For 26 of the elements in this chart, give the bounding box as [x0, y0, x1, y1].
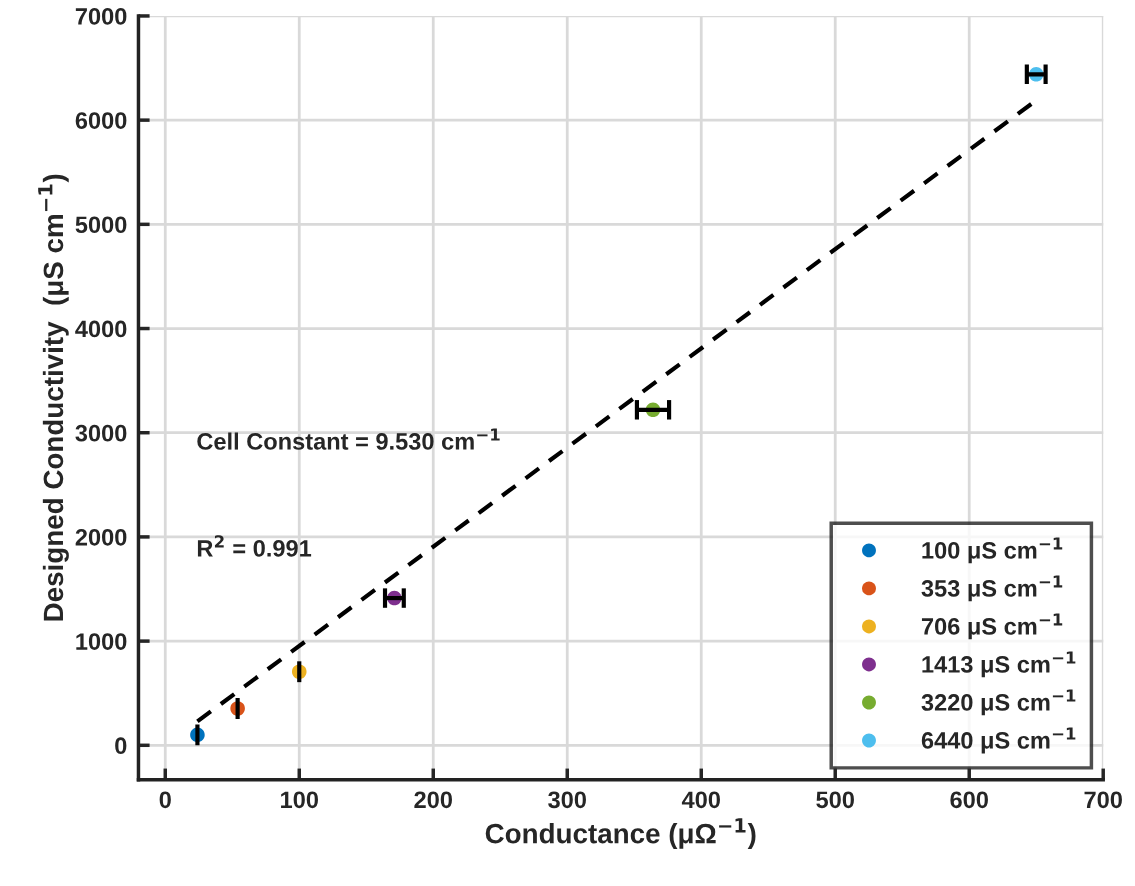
y-tick-label: 3000 [75, 424, 127, 442]
x-tick-label: 500 [816, 791, 854, 809]
y-tick-label: 7000 [75, 8, 127, 25]
y-tick-label: 5000 [75, 216, 127, 234]
annotation: Cell Constant = 9.530 cm$^{−1}$ [197, 428, 500, 450]
x-axis-title: Conductance (μΩ$^{−1}$) [485, 818, 756, 849]
x-tick-label: 300 [548, 791, 586, 809]
x-tick-label: 200 [414, 791, 452, 809]
legend-label: 1413 μS cm$^{−1}$ [922, 651, 1076, 678]
legend-label: 353 μS cm$^{−1}$ [921, 575, 1063, 602]
legend-label: 706 μS cm$^{−1}$ [921, 613, 1063, 640]
x-tick-label: 400 [681, 791, 720, 809]
y-tick-label: 1000 [76, 633, 127, 650]
x-tick-label: 600 [950, 791, 988, 809]
legend-label: 6440 μS cm$^{−1}$ [921, 727, 1076, 754]
x-tick-label: 100 [281, 791, 318, 809]
y-tick-label: 4000 [75, 320, 127, 338]
legend-label: 3220 μS cm$^{−1}$ [921, 689, 1076, 716]
y-tick-label: 2000 [75, 528, 127, 546]
legend-label: 100 μS cm$^{−1}$ [922, 537, 1063, 564]
x-tick-label: 0 [159, 791, 171, 809]
y-tick-label: 0 [115, 737, 127, 755]
y-tick-label: 6000 [75, 112, 127, 129]
y-axis-title: Designed Conductivity (μS cm$^{−1}$) [38, 174, 69, 621]
x-tick-label: 700 [1084, 791, 1122, 809]
annotation: R$^{2}$ = 0.991 [197, 535, 312, 557]
